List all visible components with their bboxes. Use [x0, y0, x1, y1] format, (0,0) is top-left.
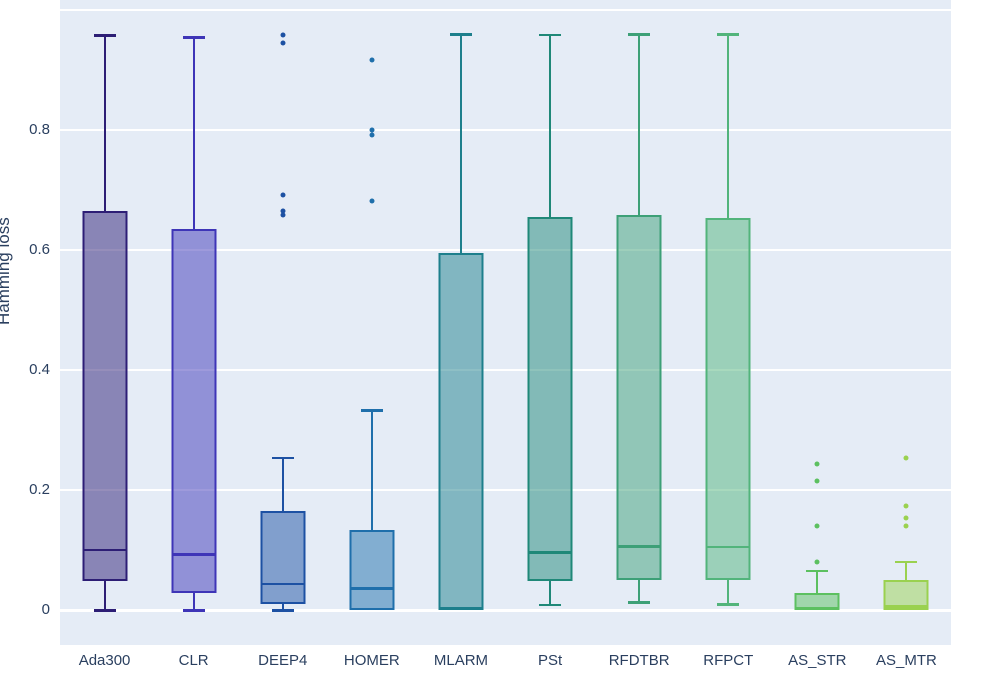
outlier-point [814, 478, 820, 484]
upper-whisker-cap [717, 33, 740, 36]
outlier-point [903, 503, 909, 509]
outlier-point [280, 32, 286, 38]
lower-whisker [281, 603, 284, 611]
outlier-point [280, 208, 286, 214]
outlier-point [280, 40, 286, 46]
lower-whisker-cap [539, 603, 562, 607]
outlier-point [369, 132, 375, 138]
upper-whisker-cap [539, 33, 562, 37]
median-line [349, 587, 395, 590]
gridline [60, 489, 951, 491]
outlier-point [369, 127, 375, 133]
y-tick-label: 0.8 [29, 121, 50, 139]
upper-whisker [549, 34, 552, 217]
outlier-point [280, 212, 286, 218]
upper-whisker [816, 570, 819, 594]
lower-whisker [549, 581, 552, 605]
upper-whisker-cap [628, 33, 651, 36]
x-tick-label-Ada300: Ada300 [78, 652, 131, 669]
median-line [171, 553, 217, 556]
upper-whisker-cap [449, 33, 472, 36]
y-axis-title: Hamming loss [0, 217, 13, 325]
upper-whisker [905, 561, 908, 580]
median-line [82, 548, 128, 552]
upper-whisker [281, 457, 284, 512]
box-AS_MTR [883, 579, 929, 611]
x-tick-label-AS_MTR: AS_MTR [876, 652, 937, 669]
outlier-point [280, 192, 286, 198]
median-line [438, 607, 484, 610]
upper-whisker-cap [360, 409, 383, 412]
outlier-point [814, 559, 820, 565]
box-MLARM [438, 252, 484, 611]
y-tick-label: 0.6 [29, 241, 50, 259]
outlier-point [814, 523, 820, 529]
y-tick-label: 0 [41, 601, 50, 619]
x-tick-label-AS_STR: AS_STR [788, 652, 847, 669]
box-PSt [527, 216, 573, 582]
outlier-point [903, 523, 909, 529]
lower-whisker-cap [717, 603, 740, 606]
median-line [260, 582, 306, 586]
median-line [616, 545, 662, 548]
outlier-point [814, 461, 820, 467]
upper-whisker-cap [895, 560, 918, 564]
upper-whisker-cap [182, 36, 205, 39]
box-Ada300 [82, 211, 128, 581]
lower-whisker-cap [93, 609, 116, 612]
gridline [60, 129, 951, 131]
y-tick-label: 0.4 [29, 361, 50, 379]
lower-whisker [192, 593, 195, 611]
x-tick-label-MLARM: MLARM [433, 652, 489, 669]
upper-whisker [192, 37, 195, 229]
upper-whisker [370, 410, 373, 531]
upper-whisker [103, 35, 106, 212]
median-line [794, 606, 840, 610]
x-tick-label-PSt: PSt [537, 652, 563, 669]
upper-whisker-cap [806, 569, 829, 573]
outlier-point [369, 57, 375, 63]
x-tick-label-CLR: CLR [178, 652, 209, 669]
gridline [60, 9, 951, 11]
lower-whisker [103, 580, 106, 611]
x-tick-label-DEEP4: DEEP4 [258, 652, 308, 669]
outlier-point [903, 515, 909, 521]
lower-whisker [727, 579, 730, 605]
x-tick-label-RFPCT: RFPCT [703, 652, 754, 669]
zero-gridline [60, 608, 951, 612]
box-RFPCT [705, 217, 751, 580]
outlier-point [369, 198, 375, 204]
lower-whisker-cap [182, 609, 205, 612]
plot-area [60, 0, 951, 645]
lower-whisker-cap [628, 601, 651, 604]
median-line [705, 545, 751, 549]
lower-whisker-cap [271, 609, 294, 612]
gridline [60, 369, 951, 371]
box-RFDTBR [616, 215, 662, 580]
box-AS_STR [794, 593, 840, 611]
y-tick-label: 0.2 [29, 481, 50, 499]
gridline [60, 249, 951, 251]
box-DEEP4 [260, 511, 306, 604]
box-HOMER [349, 530, 395, 611]
upper-whisker-cap [93, 34, 116, 37]
upper-whisker [727, 34, 730, 218]
lower-whisker [638, 579, 641, 603]
upper-whisker-cap [271, 456, 294, 460]
outlier-point [903, 455, 909, 461]
x-tick-label-HOMER: HOMER [343, 652, 400, 669]
box-CLR [171, 228, 217, 594]
upper-whisker [459, 34, 462, 253]
upper-whisker [638, 34, 641, 216]
x-tick-label-RFDTBR: RFDTBR [608, 652, 670, 669]
median-line [883, 605, 929, 608]
median-line [527, 551, 573, 554]
